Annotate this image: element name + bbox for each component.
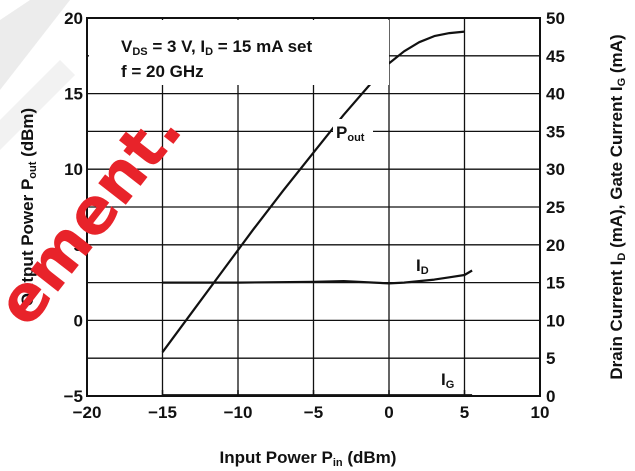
y-right-tick-labels: 0 5 10 15 20 25 30 35 40 45 50 xyxy=(546,9,565,406)
x-axis-title: Input Power Pin (dBm) xyxy=(220,448,397,469)
series-label-id: ID xyxy=(416,256,429,277)
series-label-pout: Pout xyxy=(336,123,365,144)
y-right-axis-title: Drain Current ID (mA), Gate Current IG (… xyxy=(607,34,628,379)
x-tick-label: 5 xyxy=(460,403,469,422)
y-left-tick-label: 0 xyxy=(74,311,83,330)
x-tick-label: −15 xyxy=(148,403,177,422)
conditions-line-1: VDS = 3 V, ID = 15 mA set xyxy=(121,37,312,58)
y-right-tick-label: 20 xyxy=(546,236,565,255)
x-tick-label: 0 xyxy=(384,403,393,422)
y-left-tick-label: 10 xyxy=(64,160,83,179)
y-right-tick-label: 25 xyxy=(546,198,565,217)
y-right-tick-label: 50 xyxy=(546,9,565,28)
series-label-ig: IG xyxy=(441,370,454,391)
watermark-band-2 xyxy=(0,60,75,150)
y-right-tick-label: 15 xyxy=(546,274,565,293)
series-group xyxy=(161,30,473,397)
x-tick-label: 10 xyxy=(531,403,550,422)
series-line-id xyxy=(162,269,473,285)
conditions-line-2: f = 20 GHz xyxy=(121,62,204,81)
y-left-axis-title: Output Power Pout (dBm) xyxy=(18,108,39,306)
y-right-tick-label: 35 xyxy=(546,122,565,141)
y-right-tick-label: 30 xyxy=(546,160,565,179)
y-right-tick-label: 0 xyxy=(546,387,555,406)
pout-label-bg xyxy=(333,119,373,143)
y-right-tick-label: 10 xyxy=(546,311,565,330)
y-left-tick-label: −5 xyxy=(64,387,83,406)
series-line-pout xyxy=(161,30,465,353)
y-left-tick-label: 15 xyxy=(64,85,83,104)
y-right-tick-label: 5 xyxy=(546,349,555,368)
y-left-tick-label: 5 xyxy=(74,236,83,255)
y-left-tick-label: 20 xyxy=(64,9,83,28)
y-right-tick-label: 40 xyxy=(546,85,565,104)
y-right-tick-label: 45 xyxy=(546,47,565,66)
y-left-tick-labels: −5 0 5 10 15 20 xyxy=(64,9,83,406)
x-tick-label: −20 xyxy=(73,403,102,422)
x-tick-labels: −20 −15 −10 −5 0 5 10 xyxy=(73,390,550,422)
conditions-box xyxy=(89,20,389,85)
x-tick-label: −10 xyxy=(224,403,253,422)
watermark-band xyxy=(0,0,70,90)
x-tick-label: −5 xyxy=(304,403,323,422)
